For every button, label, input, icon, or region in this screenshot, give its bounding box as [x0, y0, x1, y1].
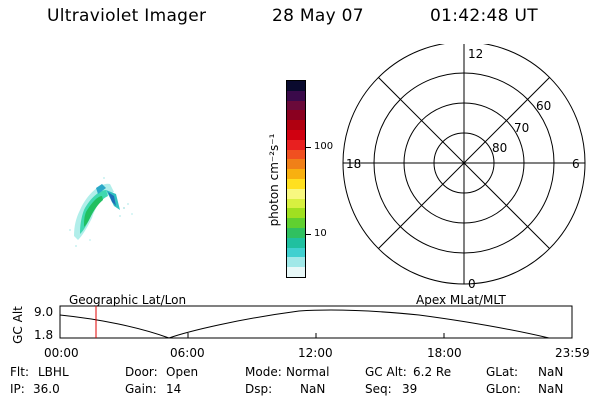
colorbar-segment [287, 188, 305, 200]
mlt-label-6: 6 [572, 157, 580, 171]
colorbar-segment [287, 208, 305, 219]
date-label: 28 May 07 [272, 6, 364, 26]
color-scale-bar [286, 80, 306, 278]
colorbar-segment [287, 120, 305, 131]
x-tick-2359: 23:59 [555, 346, 590, 360]
glon-key: GLon: [486, 382, 521, 396]
x-ticks [59, 333, 573, 338]
instrument-title: Ultraviolet Imager [47, 6, 207, 26]
x-tick-0000: 00:00 [44, 346, 79, 360]
glat-value: NaN [538, 365, 564, 379]
colorbar-segment [287, 267, 305, 278]
lat-label-80: 80 [492, 141, 507, 155]
time-label: 01:42:48 UT [430, 6, 538, 26]
gc-alt-value: 6.2 Re [413, 365, 452, 379]
seq-value: 39 [402, 382, 418, 396]
colorbar-segment [287, 110, 305, 121]
gain-key: Gain: [125, 382, 157, 396]
mlt-label-18: 18 [346, 157, 361, 171]
colorbar-tick-label-100: 100 [314, 141, 334, 152]
colorbar-segment [287, 139, 305, 151]
colorbar-segment [287, 130, 305, 141]
apex-label: Apex MLat/MLT [416, 293, 506, 307]
aurora-image [69, 177, 133, 247]
geographic-label: Geographic Lat/Lon [69, 293, 187, 307]
door-value: Open [166, 365, 199, 379]
colorbar-tick-10 [306, 234, 311, 235]
mlt-diagonal-2 [378, 77, 550, 249]
flt-key: Flt: [10, 365, 29, 379]
flt-value: LBHL [38, 365, 69, 379]
polar-grid: 12 18 6 0 60 70 80 [342, 44, 586, 291]
gc-alt-key: GC Alt: [365, 365, 407, 379]
colorbar-segment [287, 247, 305, 258]
mode-value: Normal [286, 365, 330, 379]
mode-key: Mode: [245, 365, 282, 379]
y-tick-9: 9.0 [34, 305, 54, 319]
altitude-curve [59, 309, 550, 339]
gc-alt-axis-title: GC Alt [11, 306, 25, 344]
colorbar-segment [287, 159, 305, 170]
lat-label-70: 70 [514, 121, 529, 135]
colorbar-segment [287, 149, 305, 160]
colorbar-unit-label: photon cm⁻²s⁻¹ [267, 133, 281, 227]
dsp-value: NaN [300, 382, 326, 396]
glon-value: NaN [538, 382, 564, 396]
colorbar-segment [287, 81, 305, 92]
colorbar-segment [287, 169, 305, 180]
colorbar-segment [287, 179, 305, 190]
y-tick-1-8: 1.8 [34, 328, 54, 342]
glat-key: GLat: [486, 365, 519, 379]
colorbar-segment [287, 237, 305, 249]
ip-value: 36.0 [33, 382, 60, 396]
mlt-label-12: 12 [468, 47, 483, 61]
gain-value: 14 [166, 382, 182, 396]
colorbar-segment [287, 198, 305, 209]
lat-label-60: 60 [536, 99, 551, 113]
mlt-label-0: 0 [468, 277, 476, 291]
altitude-plot [59, 305, 573, 339]
colorbar-segment [287, 257, 305, 268]
ip-key: IP: [10, 382, 25, 396]
colorbar-segment [287, 218, 305, 229]
x-tick-1800: 18:00 [427, 346, 462, 360]
colorbar-tick-100 [306, 147, 311, 148]
dsp-key: Dsp: [245, 382, 273, 396]
x-tick-0600: 06:00 [170, 346, 205, 360]
colorbar-tick-label-10: 10 [314, 228, 327, 239]
colorbar-segment [287, 90, 305, 102]
aurora-pixels [69, 177, 133, 247]
colorbar-segment [287, 228, 305, 239]
seq-key: Seq: [365, 382, 392, 396]
colorbar-segment [287, 100, 305, 111]
door-key: Door: [125, 365, 158, 379]
x-tick-1200: 12:00 [298, 346, 333, 360]
